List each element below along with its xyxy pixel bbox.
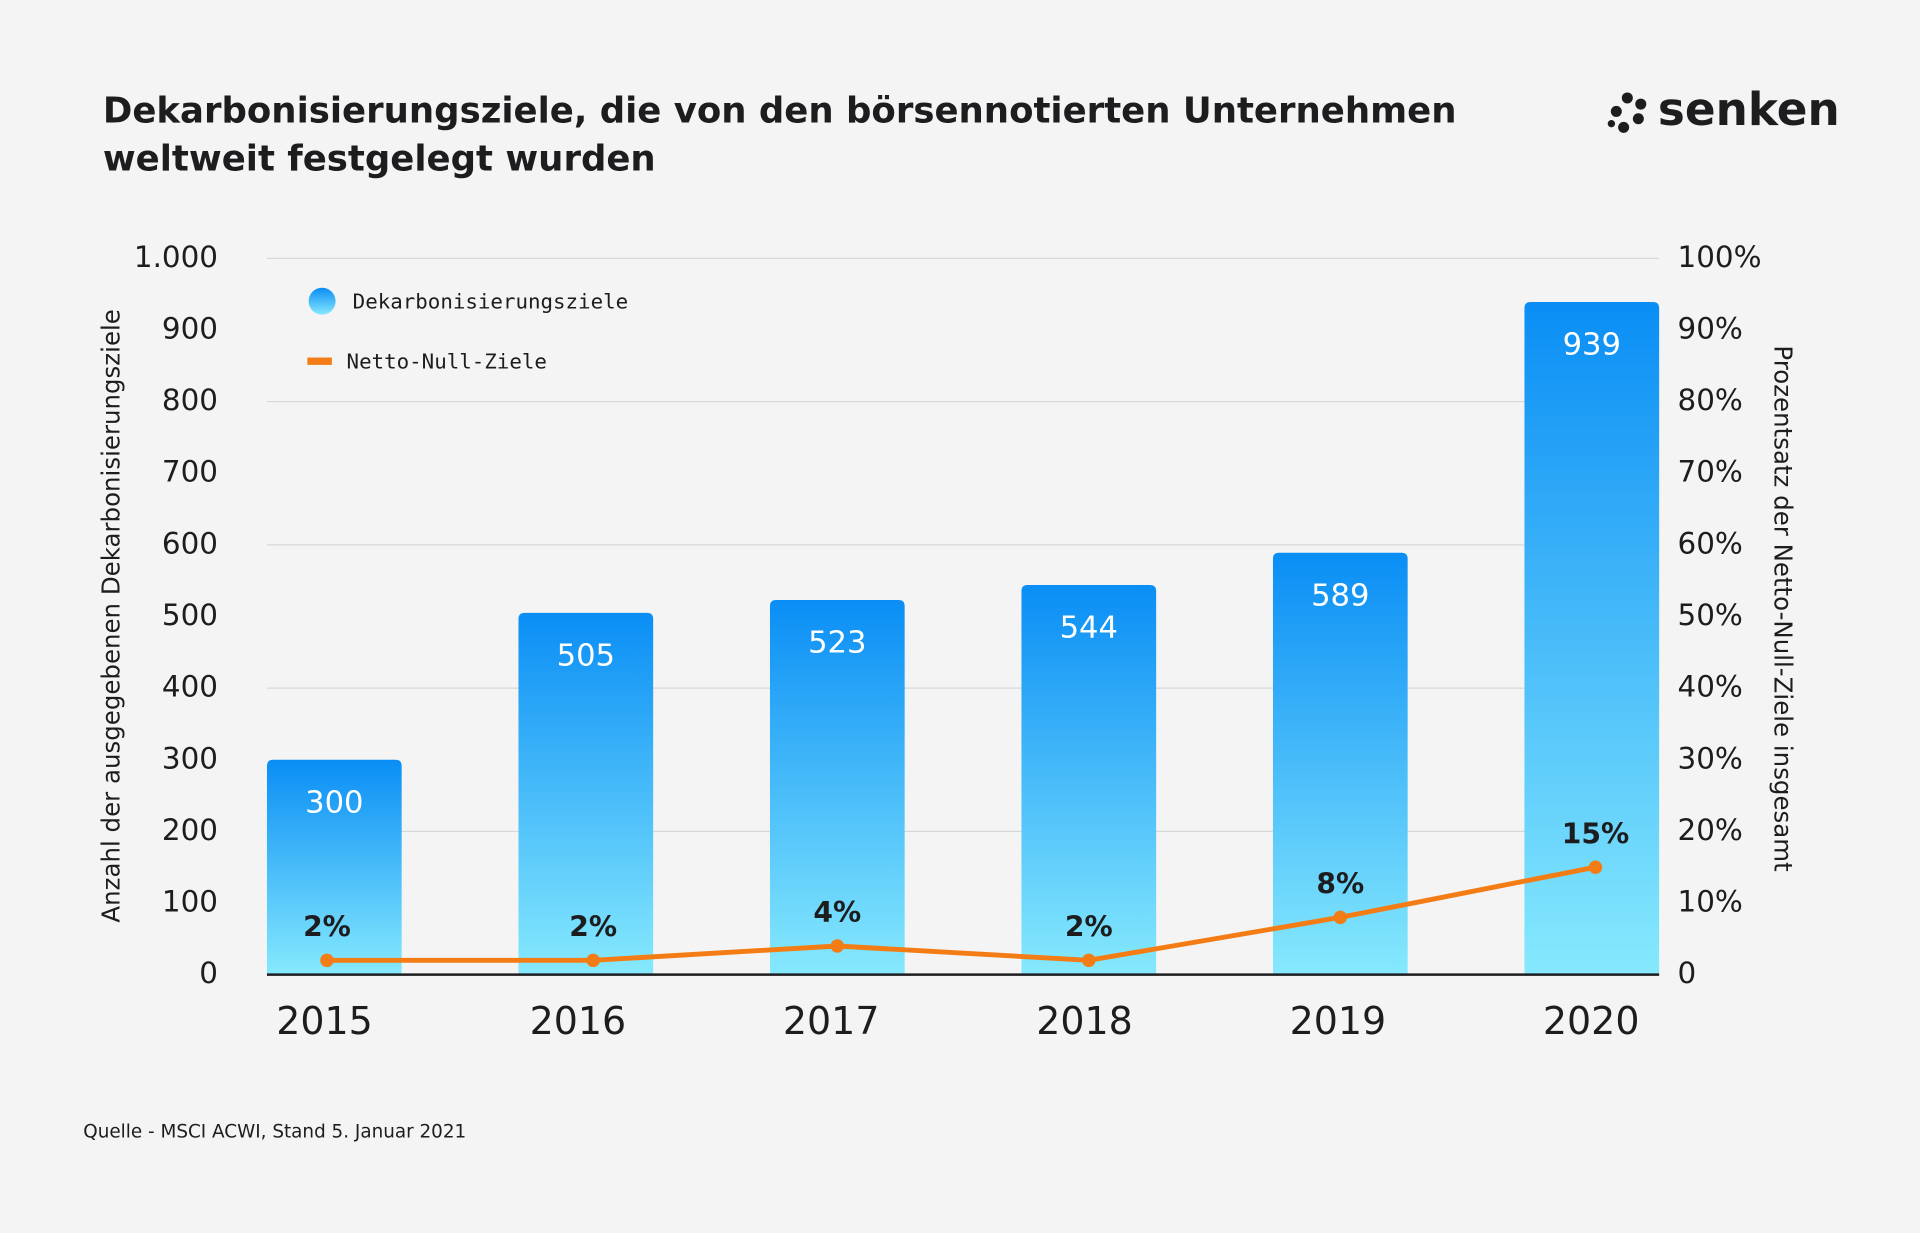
y-tick-label: 0	[199, 956, 218, 990]
y-tick-label: 200	[162, 813, 218, 847]
y2-tick-label: 60%	[1678, 526, 1743, 560]
y2-tick-label: 90%	[1678, 311, 1743, 345]
line-point	[1082, 953, 1096, 968]
y-tick-label: 1.000	[134, 240, 218, 274]
y2-tick-label: 70%	[1678, 455, 1743, 489]
y-tick-label: 600	[162, 526, 218, 560]
legend: Dekarbonisierungsziele Netto-Null-Ziele	[307, 287, 628, 373]
line-value-label: 2%	[569, 910, 617, 943]
legend-swatch	[308, 287, 336, 315]
line	[326, 864, 1596, 963]
bar-value-label: 300	[305, 785, 363, 820]
legend-label: Netto-Null-Ziele	[347, 349, 547, 373]
legend-label: Dekarbonisierungsziele	[353, 289, 628, 313]
line-point	[1333, 910, 1348, 925]
y-tick-label: 900	[162, 311, 218, 345]
x-tick-label: 2015	[276, 999, 373, 1043]
x-tick-label: 2020	[1543, 999, 1640, 1043]
y-tick-label: 400	[162, 670, 218, 704]
bar-value-label: 505	[557, 638, 615, 673]
y-tick-label: 500	[162, 598, 218, 632]
line-value-label: 4%	[813, 896, 861, 929]
chart-title: Dekarbonisierungsziele, die von den börs…	[103, 91, 1457, 180]
line-point	[1588, 860, 1603, 874]
y-tick-label: 300	[162, 741, 218, 775]
bar-value-label: 544	[1060, 611, 1118, 646]
y-tick-label: 800	[162, 383, 218, 417]
bar	[518, 612, 654, 975]
y2-tick-label: 80%	[1678, 383, 1743, 417]
x-tick-label: 2017	[783, 999, 880, 1043]
bar-value-label: 523	[808, 626, 866, 661]
y-axis-label: Anzahl der ausgegebenen Dekarbonisierung…	[97, 309, 126, 922]
bar	[769, 600, 905, 975]
x-tick-label: 2018	[1036, 999, 1133, 1043]
y2-tick-label: 30%	[1678, 741, 1743, 775]
source: Quelle - MSCI ACWI, Stand 5. Januar 2021	[83, 1122, 466, 1143]
x-tick-label: 2016	[530, 999, 627, 1043]
legend-swatch	[307, 357, 332, 365]
line-point	[320, 953, 334, 968]
line-value-label: 2%	[1065, 910, 1113, 943]
y2-tick-label: 20%	[1678, 813, 1743, 847]
logo: senken	[1607, 83, 1840, 136]
bar	[1524, 302, 1660, 975]
line-value-label: 8%	[1316, 868, 1364, 901]
y2-axis-label: Prozentsatz der Netto-Null-Ziele insgesa…	[1769, 345, 1798, 872]
y2-tick-label: 50%	[1678, 598, 1743, 632]
bar	[1272, 552, 1408, 975]
line-point	[586, 953, 600, 968]
line-value-label: 2%	[303, 910, 351, 943]
logo-text: senken	[1658, 83, 1840, 136]
bar-value-label: 589	[1311, 578, 1369, 613]
y2-tick-label: 40%	[1678, 670, 1743, 704]
y-tick-label: 100	[162, 885, 218, 919]
x-tick-label: 2019	[1290, 999, 1387, 1043]
bar	[266, 759, 402, 975]
y-tick-label: 700	[162, 455, 218, 489]
y2-tick-label: 100%	[1678, 240, 1762, 274]
bar	[1021, 584, 1157, 975]
y2-tick-label: 10%	[1678, 885, 1743, 919]
bar-value-label: 939	[1563, 328, 1621, 363]
y2-tick-label: 0	[1678, 956, 1697, 990]
line-value-label: 15%	[1562, 817, 1629, 850]
line-point	[830, 939, 845, 953]
